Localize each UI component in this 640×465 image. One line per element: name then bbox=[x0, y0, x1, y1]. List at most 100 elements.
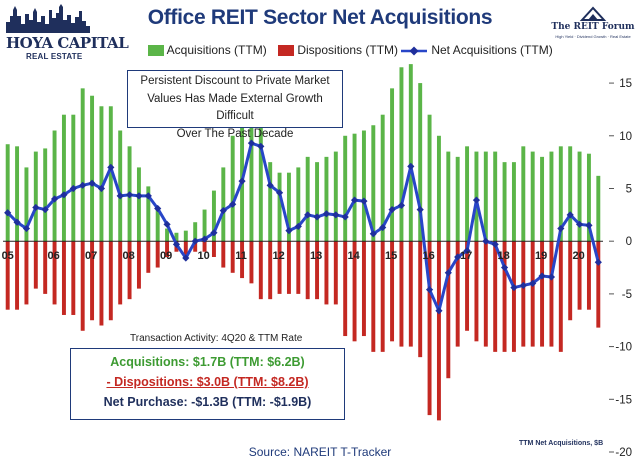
net-acquisitions-point bbox=[50, 195, 59, 203]
net-acquisitions-point bbox=[416, 205, 424, 214]
annotation-line-3: Over The Past Decade bbox=[176, 127, 294, 140]
legend-swatch-acquisitions bbox=[148, 45, 164, 57]
legend-label-acquisitions: Acquisitions (TTM) bbox=[166, 43, 267, 57]
acquisitions-bar bbox=[502, 162, 507, 242]
dispositions-bar bbox=[333, 241, 338, 305]
net-acquisitions-path bbox=[6, 141, 600, 313]
net-acquisitions-point bbox=[575, 220, 584, 228]
city-skyline-icon bbox=[6, 4, 90, 33]
dispositions-bar bbox=[511, 241, 516, 352]
net-acquisitions-point bbox=[97, 184, 106, 193]
dispositions-bar bbox=[155, 241, 160, 268]
acquisitions-bar bbox=[146, 186, 151, 242]
dispositions-bar bbox=[343, 241, 348, 337]
net-acquisitions-point bbox=[107, 163, 115, 172]
dispositions-bar bbox=[586, 241, 591, 310]
x-tick-label: 14 bbox=[348, 250, 361, 262]
reit-forum-logo: The REIT Forum High Yield · Dividend Gro… bbox=[550, 2, 636, 42]
y-tick-label: 0 bbox=[626, 236, 632, 248]
acquisitions-bar bbox=[399, 67, 404, 242]
dispositions-bar bbox=[221, 241, 226, 268]
dispositions-bar bbox=[24, 241, 29, 305]
dispositions-bar bbox=[577, 241, 582, 310]
net-acquisitions-point bbox=[566, 211, 574, 219]
dispositions-bar bbox=[146, 241, 151, 273]
net-acquisitions-point bbox=[144, 192, 152, 200]
dispositions-bar bbox=[71, 241, 76, 315]
annotation-line-2: Values Has Made External Growth Difficul… bbox=[147, 92, 323, 123]
net-acquisitions-point bbox=[594, 258, 602, 266]
net-acquisitions-point bbox=[172, 240, 181, 248]
net-acquisitions-point bbox=[341, 213, 349, 221]
dispositions-bar bbox=[80, 241, 85, 331]
acquisitions-bar bbox=[211, 190, 216, 242]
net-acquisitions-point bbox=[350, 196, 359, 204]
dispositions-bar bbox=[446, 241, 451, 379]
source-note: Source: NAREIT T-Tracker bbox=[248, 445, 392, 459]
net-acquisitions-point bbox=[79, 181, 87, 189]
summary-acquisitions: Acquisitions: $1.7B (TTM: $6.2B) bbox=[110, 355, 305, 369]
chart-title: Office REIT Sector Net Acquisitions bbox=[147, 6, 493, 29]
dispositions-bar bbox=[568, 241, 573, 321]
x-tick-label: 17 bbox=[460, 250, 472, 262]
dispositions-bar bbox=[315, 241, 320, 300]
dispositions-bar bbox=[90, 241, 95, 321]
dispositions-bar bbox=[380, 241, 385, 352]
acquisitions-bar bbox=[343, 135, 348, 242]
dispositions-bar bbox=[277, 241, 282, 294]
dispositions-bar bbox=[502, 241, 507, 352]
net-acquisitions-point bbox=[135, 192, 143, 200]
dispositions-bar bbox=[408, 241, 413, 347]
net-acquisitions-point bbox=[238, 177, 246, 185]
y-tick-label: -5 bbox=[622, 289, 632, 301]
acquisitions-bar bbox=[174, 232, 179, 242]
acquisitions-bar bbox=[446, 151, 451, 242]
net-acquisitions-point bbox=[200, 235, 209, 243]
net-acquisitions-line bbox=[3, 139, 603, 315]
dispositions-bar bbox=[43, 241, 48, 294]
legend-swatch-net bbox=[401, 46, 427, 56]
acquisitions-bar bbox=[136, 167, 141, 242]
logo-right-tag: High Yield · Dividend Growth · Real Esta… bbox=[555, 34, 631, 39]
acquisitions-bar bbox=[418, 83, 423, 242]
acquisitions-bar bbox=[193, 222, 198, 242]
dispositions-bar bbox=[202, 241, 207, 252]
acquisitions-bar bbox=[324, 156, 329, 242]
net-acquisitions-point bbox=[360, 197, 368, 205]
dispositions-bar bbox=[136, 241, 141, 289]
hoya-capital-logo: HOYA CAPITAL REAL ESTATE bbox=[4, 4, 129, 64]
y-axis-units-label: TTM Net Acquisitions, $B bbox=[519, 440, 604, 447]
acquisitions-bar bbox=[99, 106, 104, 242]
net-acquisitions-point bbox=[257, 142, 265, 150]
summary-net-purchase: Net Purchase: -$1.3B (TTM: -$1.9B) bbox=[103, 395, 312, 409]
legend-item-net: Net Acquisitions (TTM) bbox=[400, 43, 553, 57]
net-acquisitions-point bbox=[69, 184, 77, 193]
net-acquisitions-point bbox=[322, 210, 331, 218]
y-tick-label: -15 bbox=[615, 394, 632, 406]
dispositions-bar bbox=[61, 241, 66, 315]
acquisitions-bar bbox=[249, 104, 254, 242]
acquisitions-bar bbox=[371, 125, 376, 242]
net-acquisitions-point bbox=[247, 139, 256, 147]
acquisitions-bar bbox=[465, 146, 470, 242]
y-tick-label: 10 bbox=[619, 131, 632, 143]
acquisitions-bar bbox=[540, 156, 545, 242]
acquisitions-bar bbox=[511, 162, 516, 242]
logo-left-name: HOYA CAPITAL bbox=[6, 34, 129, 52]
y-axis: -20 -15 -10 -5 0 5 10 15 bbox=[609, 78, 632, 459]
house-icon bbox=[579, 6, 607, 21]
dispositions-bar bbox=[268, 241, 273, 300]
net-acquisitions-point bbox=[463, 247, 471, 255]
net-acquisitions-point bbox=[557, 224, 565, 233]
acquisitions-bar bbox=[380, 114, 385, 242]
net-acquisitions-point bbox=[491, 240, 499, 248]
acquisitions-bar bbox=[390, 88, 395, 242]
acquisitions-bar bbox=[296, 167, 301, 242]
acquisitions-bar bbox=[493, 151, 498, 242]
net-acquisitions-point bbox=[41, 205, 49, 214]
dispositions-bar bbox=[549, 241, 554, 347]
net-acquisitions-point bbox=[116, 192, 124, 200]
acquisitions-bar bbox=[530, 151, 535, 242]
dispositions-bar bbox=[427, 241, 432, 416]
x-axis-year-labels: 05 06 07 08 09 10 11 12 13 14 15 16 17 18 19 20 bbox=[2, 250, 585, 262]
